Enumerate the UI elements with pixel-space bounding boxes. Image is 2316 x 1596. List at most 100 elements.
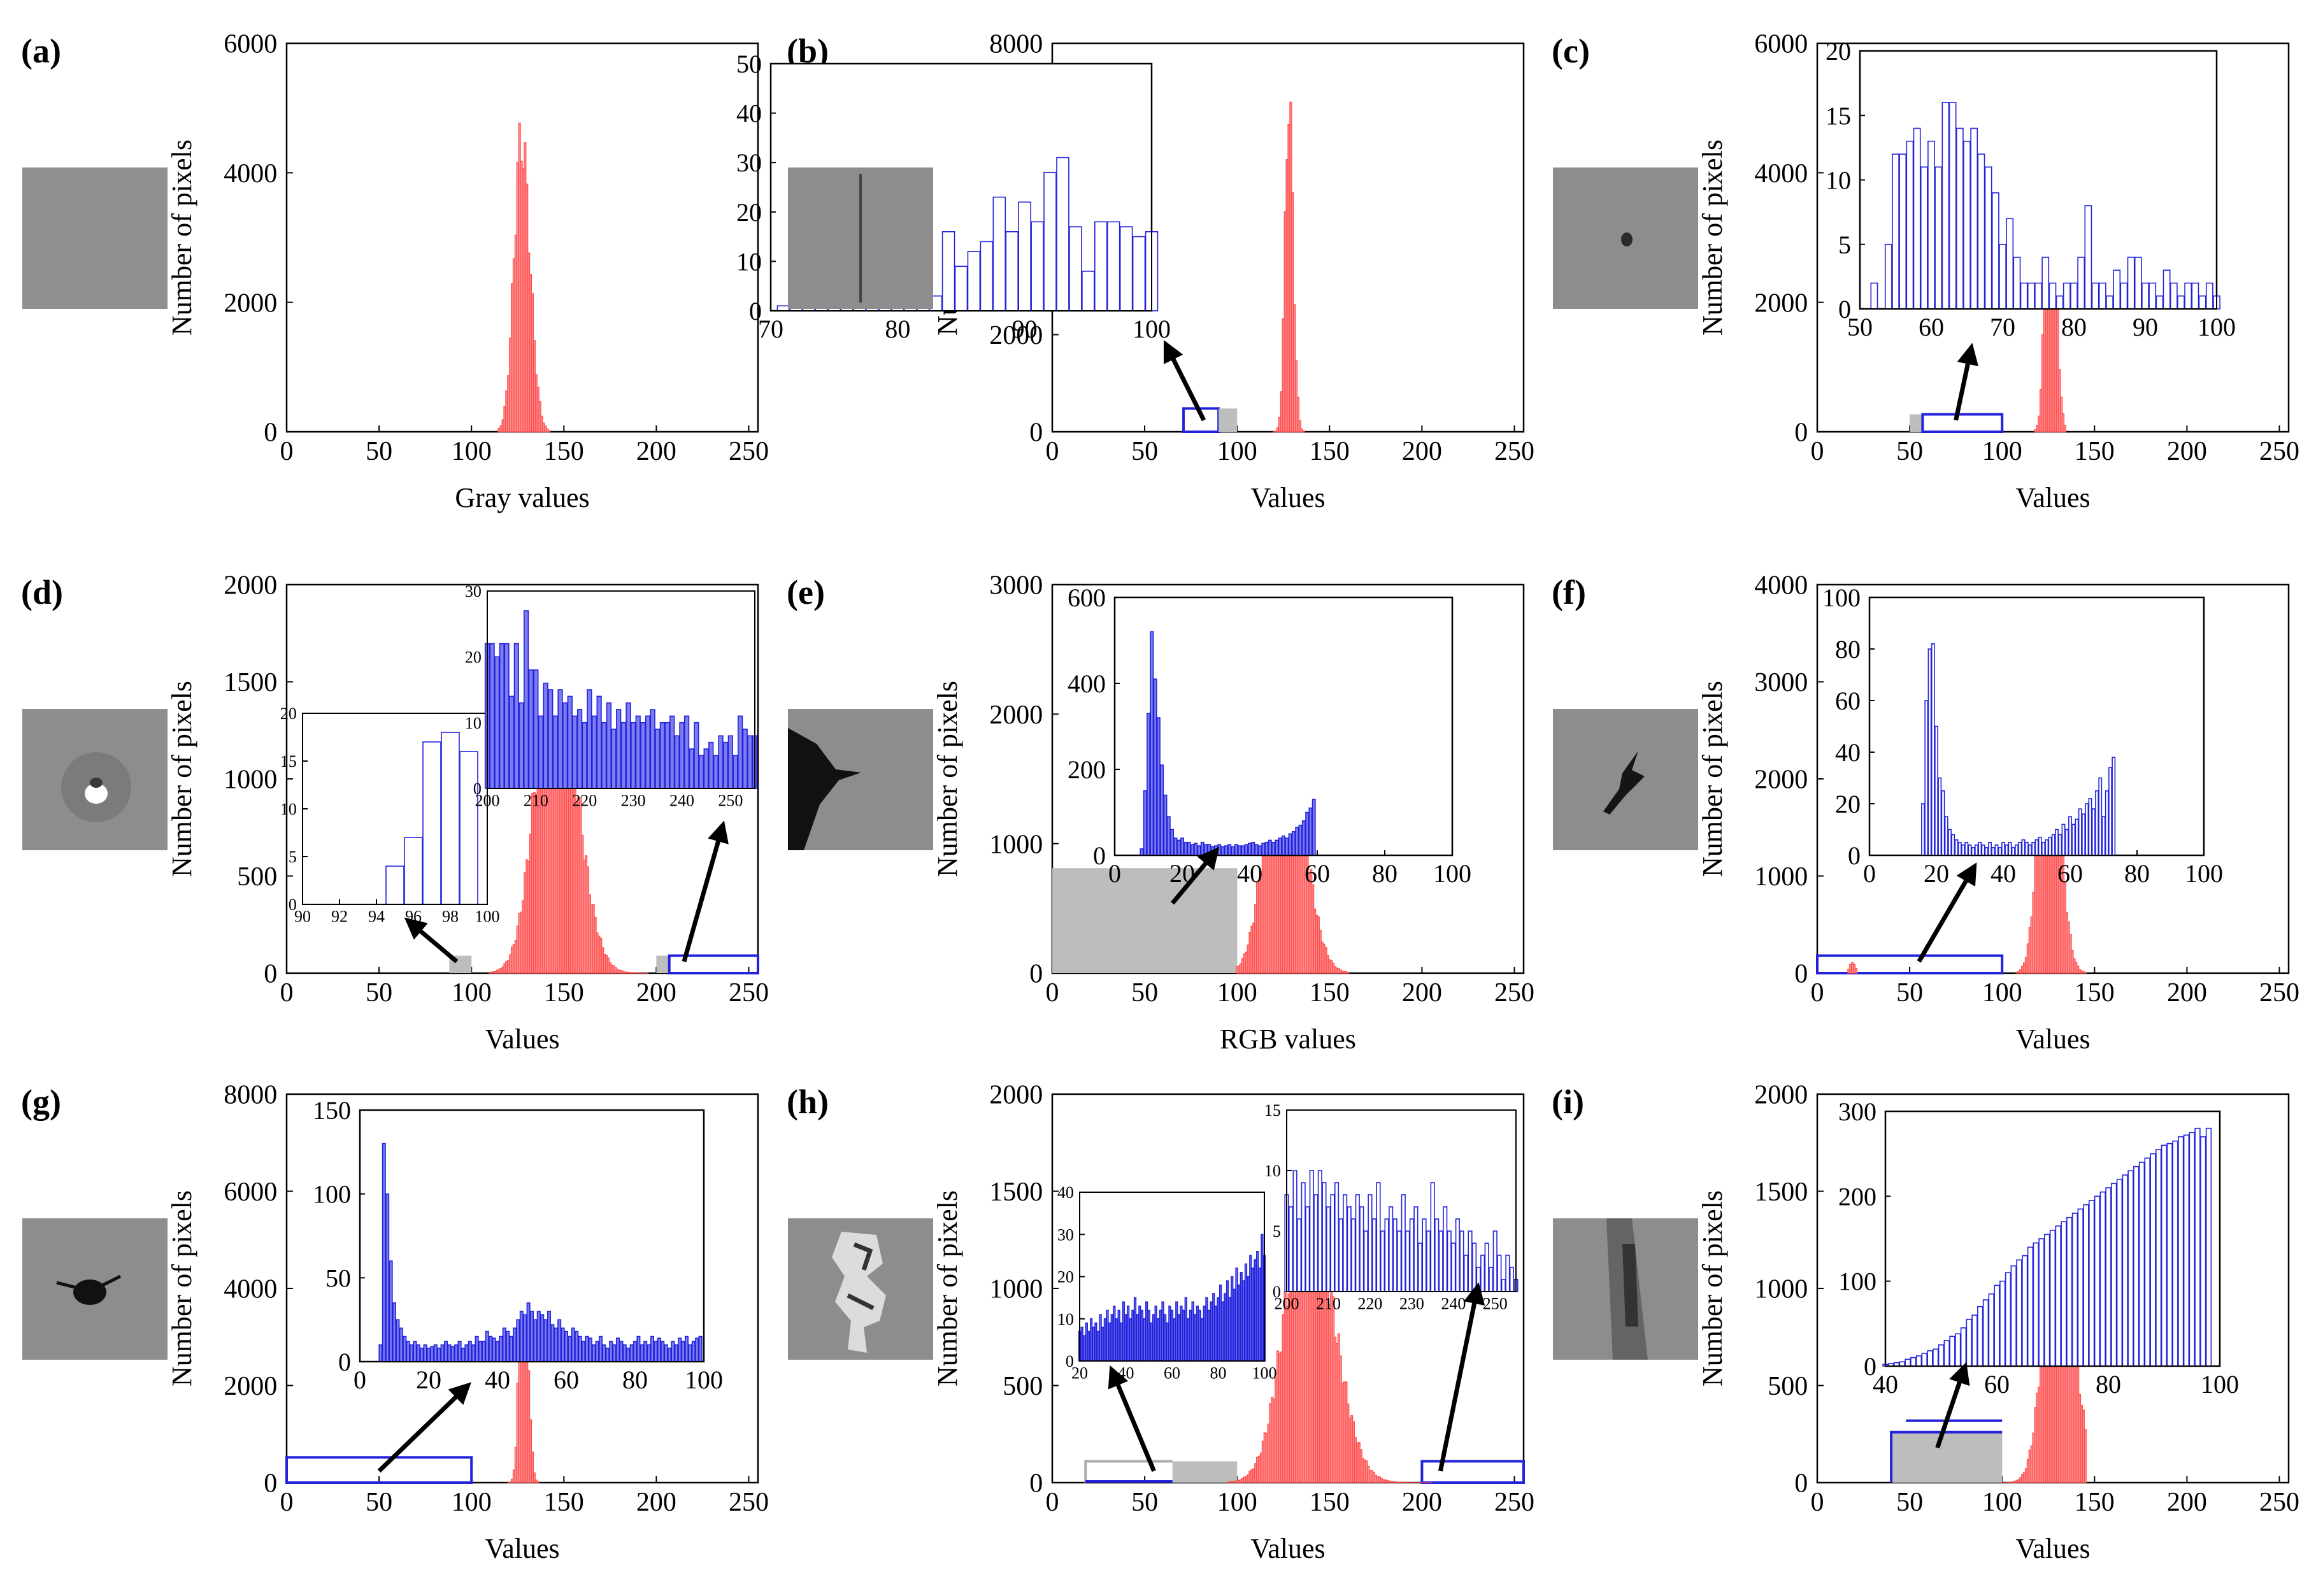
inset-hist-bar: [529, 670, 533, 788]
inset-hist-bar: [2082, 814, 2085, 855]
inset-hist-bar: [1985, 167, 1992, 309]
main-axis-ytick-label: 3000: [1754, 668, 1808, 697]
inset-hist-bar: [1955, 840, 1957, 855]
source-region-gray: [1910, 415, 1922, 432]
inset-hist-bar: [613, 1345, 615, 1362]
inset-hist-bar: [396, 1320, 399, 1362]
inset-hist-bar: [499, 1337, 502, 1362]
inset-hist-bar: [1272, 843, 1275, 855]
y-axis-title: Number of pixels: [166, 1190, 197, 1386]
main-axis-xtick-label: 0: [1046, 1488, 1059, 1517]
inset-axis-ytick-label: 30: [736, 148, 762, 177]
inset-axis-ytick-label: 400: [1068, 669, 1106, 698]
inset-hist-bar: [575, 1332, 578, 1362]
main-axis-xtick-label: 100: [1982, 1488, 2022, 1517]
inset-axis-xtick-label: 94: [368, 907, 385, 925]
inset-axis-ytick-label: 200: [1068, 755, 1106, 784]
inset-hist-bar: [1044, 173, 1056, 311]
main-axis-xtick-label: 100: [452, 437, 492, 466]
inset-hist-bar: [1236, 1268, 1238, 1361]
inset-hist-bar: [587, 690, 592, 788]
inset-hist-bar: [1187, 843, 1190, 855]
thumbnail-insect-body: [73, 1279, 106, 1305]
inset-hist-bar: [1261, 1234, 1263, 1361]
inset-hist-bar: [1935, 167, 1941, 309]
inset-hist-bar: [1452, 1243, 1455, 1292]
inset-axis-xtick-label: 70: [1990, 313, 2015, 341]
inset-hist-bar: [671, 1341, 674, 1362]
inset-hist-bar: [1213, 1293, 1215, 1361]
x-axis-title: Values: [1250, 482, 1325, 513]
inset-axis-ytick-label: 40: [1835, 738, 1861, 767]
inset-axis-xtick-label: 40: [1237, 859, 1262, 888]
inset-hist-bar: [1871, 283, 1877, 310]
inset-hist-bar: [1289, 1207, 1293, 1292]
inset-hist-bar: [582, 723, 587, 788]
inset-hist-bar: [2079, 809, 2082, 855]
inset-hist-bar: [1150, 1323, 1152, 1361]
inset-hist-bar: [1994, 1285, 1999, 1366]
inset-hist-bar: [2078, 1209, 2083, 1366]
inset-hist-bar: [1906, 141, 1913, 309]
inset-hist-bar: [572, 1328, 575, 1362]
inset-axis-ytick-label: 600: [1068, 583, 1106, 612]
inset-hist-bar: [1397, 1231, 1401, 1292]
inset-axis-xtick-label: 0: [354, 1365, 366, 1394]
inset-hist-bar: [510, 696, 514, 788]
inset-hist-bar: [1427, 1231, 1431, 1292]
inset-hist-bar: [541, 1315, 543, 1362]
inset-hist-bar: [1248, 843, 1251, 855]
inset-hist-bar: [2045, 840, 2048, 855]
inset-hist-bar: [1176, 1302, 1178, 1361]
inset-axis-xtick-label: 80: [622, 1365, 648, 1394]
inset-hist-bar: [1968, 845, 1971, 855]
inset-axis-ytick-label: 100: [1822, 583, 1861, 612]
inset-axis-ytick-label: 60: [1835, 687, 1861, 715]
main-axis-xtick-label: 250: [729, 978, 769, 1008]
inset-hist-bar: [1197, 846, 1200, 855]
inset-axis-xtick-label: 100: [475, 907, 500, 925]
inset-hist-bar: [1127, 1306, 1129, 1361]
main-axis-ytick-label: 0: [1794, 1469, 1808, 1499]
main-axis-ytick-label: 2000: [1754, 1081, 1808, 1110]
inset-hist-bar: [670, 716, 675, 788]
inset-axis-ytick-label: 10: [465, 714, 482, 732]
main-axis-xtick-label: 0: [1811, 1488, 1824, 1517]
inset-hist-bar: [420, 1348, 423, 1362]
inset-axis-xtick-label: 240: [669, 791, 694, 809]
inset-hist-bar: [1917, 1356, 1922, 1366]
inset-hist-bar: [1153, 1315, 1155, 1361]
inset-hist-bar: [1992, 848, 1994, 855]
inset-hist-bar: [2113, 270, 2120, 309]
inset-hist-bar: [2099, 778, 2101, 856]
inset-hist-bar: [1356, 1195, 1360, 1292]
inset-hist-bar: [1231, 1277, 1233, 1362]
main-axis-ytick-label: 1000: [989, 1275, 1043, 1304]
main-axis-xtick-label: 150: [2075, 978, 2115, 1008]
inset-hist-bar: [2122, 1175, 2127, 1366]
inset-hist-bar: [1206, 1298, 1208, 1361]
inset-hist-bar: [2042, 843, 2045, 855]
main-axis-ytick-label: 0: [1794, 960, 1808, 989]
inset-hist-bar: [1999, 245, 2006, 309]
inset-hist-bar: [2052, 835, 2055, 855]
main-axis-ytick-label: 0: [264, 1469, 277, 1499]
inset-hist-bar: [1972, 848, 1975, 855]
inset-hist-bar: [1144, 791, 1147, 855]
thumbnail-image: [22, 1218, 168, 1360]
inset-hist-bar: [2035, 840, 2038, 855]
main-axis-xtick-label: 50: [366, 1488, 392, 1517]
inset-hist-bar: [1141, 1311, 1143, 1362]
inset-hist-bar: [539, 716, 543, 788]
inset-hist-bar: [2189, 1132, 2194, 1366]
inset-hist-bar: [1171, 830, 1173, 856]
inset-hist-bar: [729, 736, 733, 788]
inset-axis-xtick-label: 210: [1316, 1294, 1341, 1313]
main-axis-xtick-label: 0: [1811, 978, 1824, 1008]
inset-hist-bar: [1922, 804, 1924, 855]
inset-hist-bar: [1245, 1264, 1247, 1361]
inset-hist-bar: [1252, 1268, 1254, 1361]
